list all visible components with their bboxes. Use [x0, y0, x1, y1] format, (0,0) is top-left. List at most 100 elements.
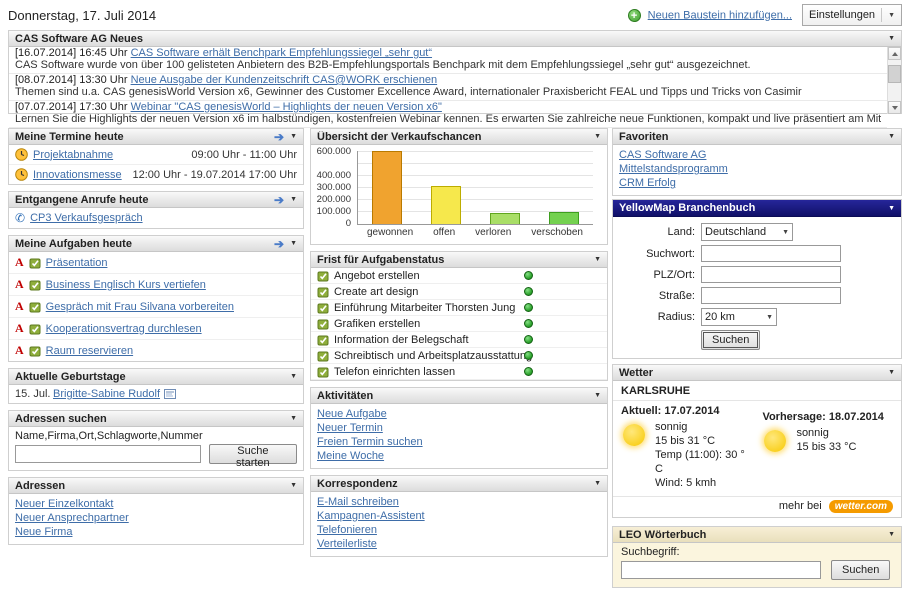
collapse-chevron-icon[interactable]: ▼: [888, 204, 895, 212]
bar-chart: 600.000 400.000 300.000 200.000 100.000 …: [311, 145, 607, 244]
find-free-slot-link[interactable]: Freien Termin suchen: [317, 436, 423, 448]
task-row: A Kooperationsvertrag durchlesen: [9, 318, 303, 340]
appointment-link[interactable]: Innovationsmesse: [33, 168, 122, 181]
scrollbar-thumb[interactable]: [888, 65, 901, 83]
distribution-list-link[interactable]: Verteilerliste: [317, 538, 377, 550]
tasks-panel: Meine Aufgaben heute ➔ ▼ A Präsentation …: [8, 235, 304, 362]
new-contact-person-link[interactable]: Neuer Ansprechpartner: [15, 512, 129, 524]
status-green-icon: [524, 351, 533, 360]
task-status-row: Grafiken erstellen: [311, 316, 607, 332]
news-panel-title: CAS Software AG Neues: [15, 32, 143, 45]
task-row: A Gespräch mit Frau Silvana vorbereiten: [9, 296, 303, 318]
favorite-link[interactable]: CRM Erfolg: [619, 177, 676, 189]
open-list-arrow-icon[interactable]: ➔: [274, 192, 285, 207]
collapse-chevron-icon[interactable]: ▼: [594, 392, 601, 399]
chart-x-axis: gewonnen offen verloren verschoben: [366, 227, 583, 238]
sales-chart-title: Übersicht der Verkaufschancen: [317, 130, 482, 143]
birthdays-title: Aktuelle Geburtstage: [15, 370, 126, 383]
task-status-row: Einführung Mitarbeiter Thorsten Jung: [311, 300, 607, 316]
land-select[interactable]: Deutschland ▼: [701, 223, 793, 241]
settings-button[interactable]: Einstellungen ▼: [802, 4, 902, 26]
status-green-icon: [524, 367, 533, 376]
radius-select[interactable]: 20 km ▼: [701, 308, 777, 326]
clock-icon: [15, 148, 28, 161]
task-icon: [317, 319, 329, 329]
sun-icon: [764, 430, 787, 452]
sun-icon: [623, 424, 645, 446]
appointment-link[interactable]: Projektabnahme: [33, 148, 114, 161]
activities-panel: Aktivitäten ▼ Neue Aufgabe Neuer Termin …: [310, 387, 608, 469]
task-link[interactable]: Raum reservieren: [45, 344, 134, 357]
favorite-link[interactable]: CAS Software AG: [619, 149, 707, 161]
appointments-panel: Meine Termine heute ➔ ▼ Projektabnahme 0…: [8, 128, 304, 185]
missed-call-link[interactable]: CP3 Verkaufsgespräch: [30, 212, 143, 224]
new-task-link[interactable]: Neue Aufgabe: [317, 408, 387, 420]
collapse-chevron-icon[interactable]: ▼: [888, 531, 895, 538]
collapse-chevron-icon[interactable]: ▼: [888, 133, 895, 140]
collapse-chevron-icon[interactable]: ▼: [290, 196, 297, 203]
add-widget-link[interactable]: Neuen Baustein hinzufügen...: [647, 8, 792, 21]
birthdays-panel: Aktuelle Geburtstage ▼ 15. Jul. Brigitte…: [8, 368, 304, 404]
address-search-input[interactable]: [15, 445, 201, 463]
task-link[interactable]: Kooperationsvertrag durchlesen: [45, 322, 202, 335]
news-link[interactable]: Neue Ausgabe der Kundenzeitschrift CAS@W…: [130, 75, 438, 86]
plz-ort-input[interactable]: [701, 266, 841, 283]
strasse-input[interactable]: [701, 287, 841, 304]
priority-a-badge: A: [15, 255, 24, 269]
address-search-button[interactable]: Suche starten: [208, 444, 297, 469]
yellowmap-panel: YellowMap Branchenbuch ▼ Land: Deutschla…: [612, 199, 902, 359]
task-icon: [317, 351, 329, 361]
news-item: [08.07.2014] 13:30 Uhr Neue Ausgabe der …: [9, 74, 887, 101]
activities-title: Aktivitäten: [317, 389, 374, 402]
weather-wind: Wind: 5 kmh: [655, 477, 717, 489]
weather-forecast: Vorhersage: 18.07.2014 sonnig 15 bis 33 …: [762, 411, 884, 453]
suchwort-input[interactable]: [701, 245, 841, 262]
collapse-chevron-icon[interactable]: ▼: [290, 482, 297, 489]
new-contact-link[interactable]: Neuer Einzelkontakt: [15, 498, 114, 510]
collapse-chevron-icon[interactable]: ▼: [290, 415, 297, 422]
chart-y-axis: 600.000 400.000 300.000 200.000 100.000 …: [316, 146, 351, 229]
collapse-chevron-icon[interactable]: ▼: [888, 369, 895, 376]
new-appointment-link[interactable]: Neuer Termin: [317, 422, 383, 434]
address-search-panel: Adressen suchen ▼ Name,Firma,Ort,Schlagw…: [8, 410, 304, 471]
open-list-arrow-icon[interactable]: ➔: [274, 129, 285, 144]
birthday-link[interactable]: Brigitte-Sabine Rudolf: [53, 388, 161, 400]
collapse-chevron-icon[interactable]: ▼: [594, 133, 601, 140]
phone-icon: ✆: [15, 211, 26, 225]
add-plus-icon: +: [627, 8, 641, 22]
collapse-chevron-icon[interactable]: ▼: [290, 133, 297, 140]
write-email-link[interactable]: E-Mail schreiben: [317, 496, 399, 508]
task-icon: [29, 302, 41, 312]
task-link[interactable]: Präsentation: [45, 256, 108, 269]
task-icon: [317, 287, 329, 297]
sales-chart-panel: Übersicht der Verkaufschancen ▼ 600.000 …: [310, 128, 608, 245]
collapse-chevron-icon[interactable]: ▼: [594, 480, 601, 487]
leo-search-input[interactable]: [621, 561, 821, 579]
collapse-chevron-icon[interactable]: ▼: [594, 256, 601, 263]
new-company-link[interactable]: Neue Firma: [15, 526, 73, 538]
favorite-link[interactable]: Mittelstandsprogramm: [619, 163, 728, 175]
collapse-chevron-icon[interactable]: ▼: [888, 35, 895, 42]
collapse-chevron-icon[interactable]: ▼: [290, 373, 297, 380]
task-link[interactable]: Business Englisch Kurs vertiefen: [45, 278, 206, 291]
wetter-com-logo[interactable]: wetter.com: [828, 500, 893, 513]
task-link[interactable]: Gespräch mit Frau Silvana vorbereiten: [45, 300, 234, 313]
news-link[interactable]: Webinar "CAS genesisWorld – Highlights d…: [130, 102, 442, 113]
scroll-up-icon[interactable]: [888, 47, 901, 60]
task-row: A Raum reservieren: [9, 340, 303, 361]
favorites-panel: Favoriten ▼ CAS Software AG Mittelstands…: [612, 128, 902, 196]
phone-call-link[interactable]: Telefonieren: [317, 524, 377, 536]
my-week-link[interactable]: Meine Woche: [317, 450, 385, 462]
scroll-down-icon[interactable]: [888, 101, 901, 114]
open-list-arrow-icon[interactable]: ➔: [274, 236, 285, 251]
leo-search-button[interactable]: Suchen: [831, 560, 891, 580]
news-link[interactable]: CAS Software erhält Benchpark Empfehlung…: [130, 48, 433, 59]
collapse-chevron-icon[interactable]: ▼: [290, 240, 297, 247]
bar-verloren: [489, 213, 520, 224]
status-green-icon: [524, 335, 533, 344]
campaign-assistant-link[interactable]: Kampagnen-Assistent: [317, 510, 425, 522]
news-scrollbar[interactable]: [887, 47, 901, 114]
yellowmap-search-button[interactable]: Suchen: [701, 330, 761, 350]
suchwort-label: Suchwort:: [646, 247, 695, 260]
radius-label: Radius:: [657, 311, 695, 323]
